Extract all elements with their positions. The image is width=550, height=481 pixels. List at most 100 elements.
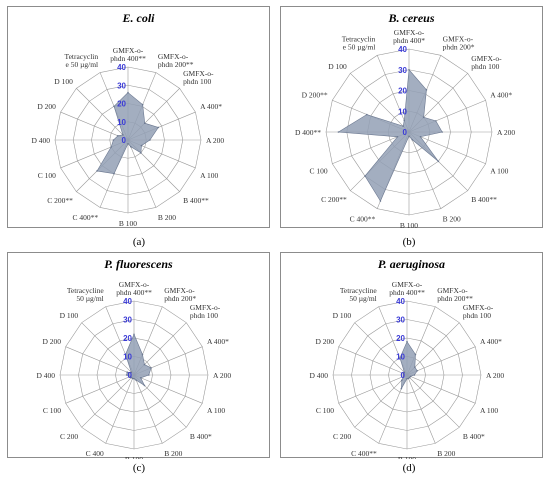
data-point <box>337 131 340 133</box>
category-label: A 100 <box>480 406 498 415</box>
category-label: D 100 <box>54 77 73 86</box>
chart-panel-c: P. fluorescens 0 10 20 30 40 GMFX-o-phdn 400*… <box>7 252 270 459</box>
axis-spoke <box>338 374 408 404</box>
data-point <box>124 353 127 356</box>
data-point <box>366 113 368 116</box>
data-point <box>141 353 144 356</box>
data-point <box>399 357 401 359</box>
data-point <box>117 135 119 137</box>
category-label: B 100 <box>125 455 143 459</box>
axis-spoke <box>406 374 436 444</box>
data-point <box>411 138 413 141</box>
radial-tick-label: 20 <box>117 100 126 109</box>
caption-d: (d) <box>402 462 416 474</box>
data-point <box>408 376 411 379</box>
data-point <box>364 175 366 177</box>
category-label: C 400** <box>351 449 377 458</box>
category-label: D 100 <box>60 311 79 320</box>
data-point <box>403 119 406 122</box>
category-label: C 200 <box>60 432 78 441</box>
category-label: A 100 <box>207 406 225 415</box>
data-point <box>130 376 133 379</box>
data-point <box>416 369 419 372</box>
radial-tick-label: 10 <box>123 353 132 362</box>
data-point <box>122 134 124 136</box>
category-label: GMFX-o-phdn 100 <box>471 54 502 71</box>
axis-spoke <box>406 346 476 376</box>
radial-tick-label: 20 <box>123 334 132 343</box>
data-point <box>133 333 135 336</box>
category-label: B 200 <box>443 214 461 223</box>
category-label: A 100 <box>200 171 218 180</box>
category-label: B 400* <box>463 432 485 441</box>
data-point <box>149 139 151 141</box>
category-label: C 200** <box>321 195 347 204</box>
category-label: C 400** <box>350 214 376 223</box>
data-point <box>400 387 403 390</box>
radial-tick-label: 30 <box>117 81 126 90</box>
radial-tick-label: 40 <box>117 63 126 72</box>
radial-tick-label: 20 <box>396 334 405 343</box>
axis-spoke <box>408 131 442 209</box>
chart-panel-d: P. aeruginosa 0 10 20 30 40 GMFX-o-phdn 400**… <box>280 252 543 459</box>
category-label: D 100 <box>328 62 347 71</box>
category-label: GMFX-o-phdn 400** <box>116 280 152 297</box>
data-point <box>396 135 399 138</box>
category-label: B 100 <box>398 455 416 459</box>
chart-panel-b: B. cereus 0 10 20 30 40 GMFX-o-phdn 400* GMFX-… <box>280 6 543 229</box>
data-point <box>407 377 410 380</box>
category-label: GMFX-o-phdn 200** <box>437 286 473 303</box>
category-label: D 200** <box>302 90 328 99</box>
data-point <box>129 375 132 378</box>
axis-spoke <box>354 374 408 428</box>
category-label: Tetracyclin e 50 µg/ml <box>342 35 376 52</box>
caption-b: (b) <box>402 236 416 248</box>
chart-title: E. coli <box>122 11 155 25</box>
category-label: B 400* <box>190 432 212 441</box>
data-point <box>129 145 132 148</box>
data-point <box>112 139 115 141</box>
data-point <box>441 131 443 133</box>
data-point <box>425 89 428 91</box>
axis-spoke <box>408 131 486 165</box>
radial-tick-label: 20 <box>398 87 407 96</box>
data-point <box>414 353 417 356</box>
axis-spoke <box>76 88 129 141</box>
caption-a: (a) <box>132 236 146 248</box>
category-label: C 400** <box>73 213 99 222</box>
axis-spoke <box>65 346 135 376</box>
category-label: GMFX-o-phdn 400* <box>393 28 425 45</box>
radial-tick-label: 0 <box>128 371 133 380</box>
category-label: D 400 <box>31 136 50 145</box>
category-label: A 200 <box>206 136 224 145</box>
chart-panel-a: E. coli 0 10 20 30 40 GMFX-o-phdn 400** GMFX-o… <box>7 6 270 228</box>
category-label: A 200 <box>497 128 515 137</box>
category-label: GMFX-o-phdn 200** <box>158 52 194 69</box>
radial-tick-label: 40 <box>123 297 132 306</box>
category-label: B 100 <box>119 219 137 228</box>
radial-tick-label: 0 <box>122 136 127 145</box>
data-point <box>131 377 134 380</box>
data-point <box>419 135 422 138</box>
category-label: D 100 <box>333 311 352 320</box>
category-label: C 200** <box>47 196 73 205</box>
data-point <box>400 379 403 382</box>
data-point <box>127 142 129 145</box>
data-point <box>143 384 146 387</box>
category-label: Tetracyclin e 50 µg/ml <box>65 52 99 69</box>
category-label: A 400* <box>480 337 502 346</box>
axis-spoke <box>350 73 410 133</box>
axis-spoke <box>105 374 135 444</box>
category-label: C 100 <box>43 406 61 415</box>
category-label: A 100 <box>490 167 508 176</box>
radial-tick-label: 30 <box>123 316 132 325</box>
radial-tick-label: 30 <box>396 316 405 325</box>
chart-title: P. fluorescens <box>104 257 173 271</box>
category-label: C 100 <box>38 171 56 180</box>
data-point <box>414 366 416 368</box>
axis-spoke <box>406 374 476 404</box>
data-point <box>141 103 144 106</box>
category-label: C 200 <box>333 432 351 441</box>
